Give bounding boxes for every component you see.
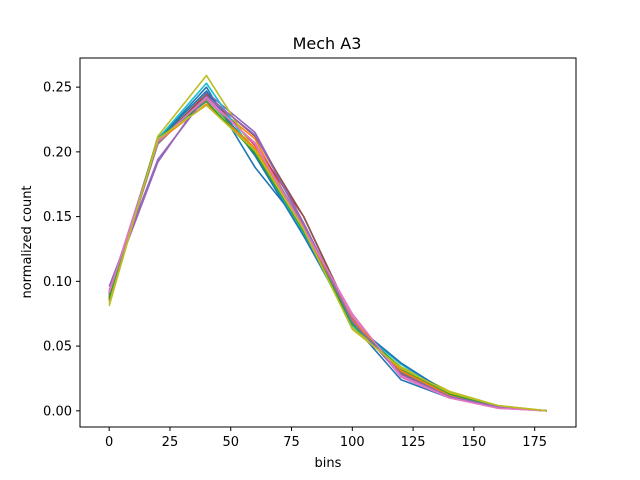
y-tick-label: 0.05 (43, 340, 72, 355)
x-tick-label: 125 (401, 435, 426, 450)
series-line-13 (108, 100, 547, 412)
x-tick-label: 175 (522, 435, 547, 450)
y-axis: 0.00 0.05 0.10 0.15 0.20 0.25 (43, 81, 80, 419)
x-tick-label: 75 (283, 435, 300, 450)
x-tick-label: 50 (222, 435, 239, 450)
series-line-5 (108, 91, 547, 412)
series-line-7 (108, 99, 547, 412)
series-line-1 (108, 86, 547, 412)
series-line-8 (108, 95, 547, 412)
series-line-10 (108, 82, 547, 412)
y-tick-label: 0.20 (43, 145, 72, 160)
y-axis-label: normalized count (20, 185, 35, 298)
y-tick-label: 0.25 (43, 81, 72, 96)
series-line-15 (108, 96, 547, 412)
series-line-12 (108, 103, 547, 412)
plot-frame (79, 57, 577, 428)
x-tick-label: 100 (340, 435, 365, 450)
series-line-6 (108, 94, 547, 412)
chart-title: Mech A3 (293, 34, 362, 53)
series-line-14 (108, 95, 547, 412)
y-tick-label: 0.00 (43, 404, 72, 419)
y-tick-label: 0.10 (43, 275, 72, 290)
x-tick-label: 25 (162, 435, 179, 450)
series-line-3 (108, 97, 547, 412)
x-axis: 0 25 50 75 100 125 150 175 (105, 427, 547, 450)
series-line-4 (108, 92, 547, 412)
series-layer (108, 74, 547, 412)
series-line-2 (108, 97, 547, 412)
y-tick-label: 0.15 (43, 210, 72, 225)
x-tick-label: 150 (461, 435, 486, 450)
x-tick-label: 0 (105, 435, 113, 450)
series-line-16 (108, 104, 547, 412)
x-axis-label: bins (315, 456, 342, 471)
